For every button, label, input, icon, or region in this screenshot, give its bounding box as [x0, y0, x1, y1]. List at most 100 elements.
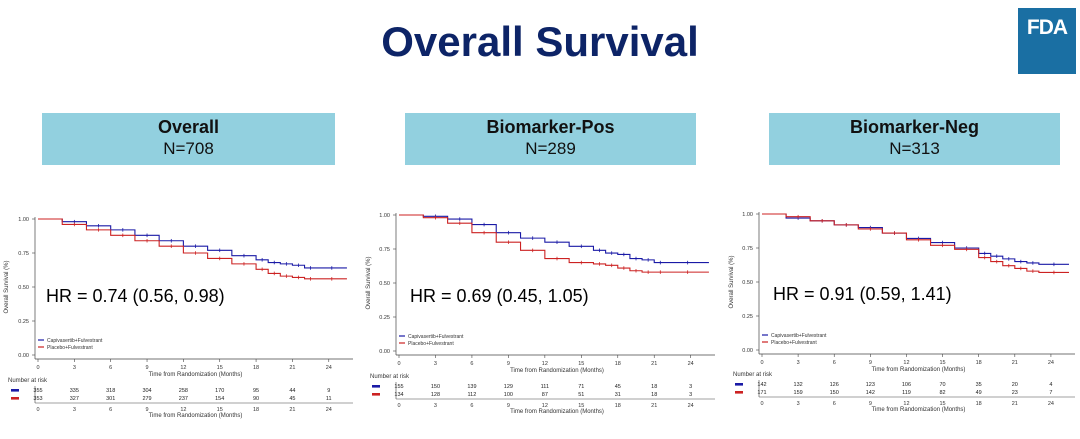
risk-count: 258	[179, 388, 188, 394]
x-tick-label: 18	[615, 361, 621, 367]
y-axis-label: Overall Survival (%)	[4, 260, 10, 313]
risk-x-tick-label: 21	[1012, 401, 1018, 407]
risk-count: 111	[541, 384, 549, 390]
risk-count: 3	[689, 392, 692, 398]
risk-count: 139	[467, 384, 476, 390]
risk-x-tick-label: 6	[109, 407, 112, 413]
x-axis-label: Time from Randomization (Months)	[149, 372, 243, 378]
risk-count: 18	[651, 392, 657, 398]
y-tick-label: 1.00	[379, 213, 390, 219]
hazard-ratio: HR = 0.74 (0.56, 0.98)	[46, 286, 225, 306]
risk-count: 355	[33, 388, 42, 394]
risk-row-swatch	[372, 385, 380, 388]
fda-logo: FDA	[1018, 8, 1076, 74]
x-tick-label: 3	[797, 360, 800, 366]
risk-x-tick-label: 0	[760, 401, 763, 407]
x-tick-label: 6	[470, 361, 473, 367]
risk-count: 20	[1012, 382, 1018, 388]
risk-x-tick-label: 15	[578, 403, 584, 409]
survival-curve-placebo	[38, 218, 347, 280]
risk-count: 7	[1049, 390, 1052, 396]
risk-x-tick-label: 12	[542, 403, 548, 409]
risk-table-title: Number at risk	[733, 372, 773, 378]
panel-n: N=313	[889, 139, 940, 158]
risk-count: 150	[431, 384, 440, 390]
risk-count: 129	[504, 384, 513, 390]
legend-label: Placebo+Fulvestrant	[408, 341, 454, 347]
y-tick-label: 0.50	[379, 281, 390, 287]
x-tick-label: 0	[36, 365, 39, 371]
x-axis-label: Time from Randomization (Months)	[510, 368, 604, 374]
risk-x-tick-label: 6	[833, 401, 836, 407]
x-tick-label: 15	[578, 361, 584, 367]
y-tick-label: 0.25	[379, 315, 390, 321]
risk-count: 112	[468, 392, 477, 398]
risk-count: 3	[689, 384, 692, 390]
hazard-ratio: HR = 0.69 (0.45, 1.05)	[410, 286, 589, 306]
risk-count: 335	[70, 388, 79, 394]
risk-x-tick-label: 9	[869, 401, 872, 407]
y-axis-label: Overall Survival (%)	[366, 256, 372, 309]
y-axis-label: Overall Survival (%)	[729, 255, 735, 308]
risk-count: 51	[578, 392, 584, 398]
legend-label: Capivasertib+Fulvestrant	[771, 333, 827, 339]
risk-count: 142	[757, 382, 766, 388]
x-tick-label: 24	[688, 361, 694, 367]
x-tick-label: 6	[833, 360, 836, 366]
risk-x-tick-label: 12	[180, 407, 186, 413]
risk-x-tick-label: 21	[651, 403, 657, 409]
risk-count: 35	[976, 382, 982, 388]
x-tick-label: 15	[940, 360, 946, 366]
x-tick-label: 18	[253, 365, 259, 371]
risk-x-axis-label: Time from Randomization (Months)	[149, 413, 243, 419]
risk-x-tick-label: 9	[146, 407, 149, 413]
x-tick-label: 0	[397, 361, 400, 367]
x-tick-label: 12	[542, 361, 548, 367]
risk-count: 318	[106, 388, 115, 394]
y-tick-label: 0.25	[742, 314, 753, 320]
risk-x-axis-label: Time from Randomization (Months)	[510, 409, 604, 415]
risk-count: 126	[830, 382, 839, 388]
risk-count: 90	[253, 396, 259, 402]
risk-row-swatch	[735, 383, 743, 386]
panel-n: N=708	[163, 139, 214, 158]
km-chart-biomarker-neg: 0.00 0.25 0.50 0.75 1.00 Overall Survival (%)…	[725, 205, 1080, 439]
risk-count: 353	[33, 396, 42, 402]
x-tick-label: 12	[180, 365, 186, 371]
x-tick-label: 6	[109, 365, 112, 371]
x-tick-label: 24	[326, 365, 332, 371]
risk-count: 95	[253, 388, 259, 394]
risk-count: 87	[542, 392, 548, 398]
x-tick-label: 0	[760, 360, 763, 366]
risk-count: 23	[1012, 390, 1018, 396]
y-tick-label: 1.00	[18, 217, 29, 223]
legend-label: Capivasertib+Fulvestrant	[47, 338, 103, 344]
risk-count: 171	[757, 390, 766, 396]
risk-count: 9	[327, 388, 330, 394]
y-tick-label: 0.00	[18, 353, 29, 359]
panel-n: N=289	[525, 139, 576, 158]
risk-count: 132	[794, 382, 803, 388]
risk-count: 304	[142, 388, 151, 394]
y-tick-label: 0.50	[742, 280, 753, 286]
y-tick-label: 0.00	[742, 348, 753, 354]
risk-count: 45	[289, 396, 295, 402]
risk-x-tick-label: 18	[253, 407, 259, 413]
x-tick-label: 24	[1048, 360, 1054, 366]
risk-count: 106	[902, 382, 911, 388]
hazard-ratio: HR = 0.91 (0.59, 1.41)	[773, 284, 952, 304]
risk-x-tick-label: 24	[688, 403, 694, 409]
risk-x-axis-label: Time from Randomization (Months)	[872, 407, 966, 413]
panel-heading: Biomarker-Neg	[849, 117, 980, 137]
risk-count: 123	[866, 382, 875, 388]
y-tick-label: 1.00	[742, 212, 753, 218]
risk-x-tick-label: 18	[976, 401, 982, 407]
x-tick-label: 12	[903, 360, 909, 366]
risk-count: 170	[215, 388, 224, 394]
x-tick-label: 21	[1012, 360, 1018, 366]
risk-row-swatch	[11, 397, 19, 400]
risk-count: 71	[578, 384, 584, 390]
risk-x-tick-label: 9	[507, 403, 510, 409]
y-tick-label: 0.00	[379, 349, 390, 355]
risk-count: 49	[976, 390, 982, 396]
